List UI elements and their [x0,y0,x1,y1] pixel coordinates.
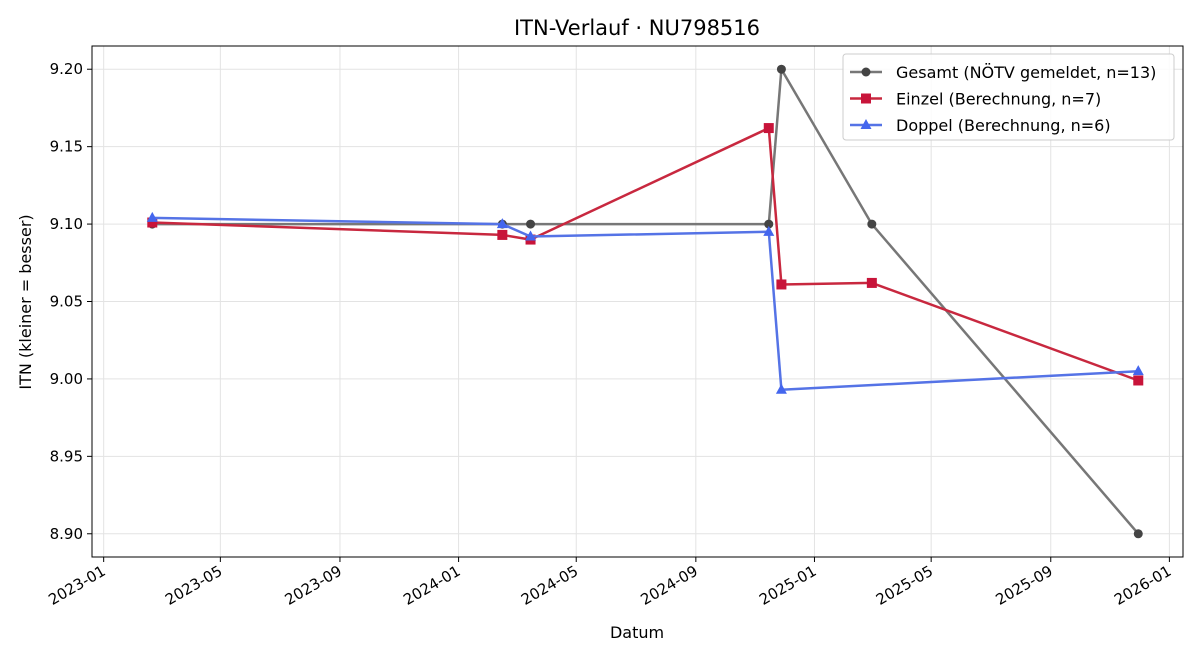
y-tick-label: 8.90 [50,525,83,543]
data-point [147,217,158,228]
legend-label: Gesamt (NÖTV gemeldet, n=13) [896,63,1156,82]
x-tick-label: 2024-09 [638,562,701,609]
y-tick-label: 9.00 [50,370,83,388]
data-point [867,219,877,229]
y-tick-label: 9.10 [50,215,83,233]
y-tick-label: 8.95 [50,447,83,465]
y-tick-label: 9.15 [50,138,83,156]
series-layer [146,64,1144,539]
series-line [152,216,1139,392]
data-point [776,64,786,74]
x-tick-label: 2023-05 [162,562,225,609]
legend-item: Doppel (Berechnung, n=6) [850,116,1111,135]
data-point [763,123,774,134]
data-point [775,383,787,394]
data-point [146,211,158,222]
x-tick-label: 2024-05 [518,562,581,609]
y-tick-label: 9.05 [50,293,83,311]
legend-marker [861,93,871,104]
x-tick-label: 2026-01 [1111,562,1174,609]
data-point [776,279,787,290]
series-line [152,126,1139,382]
axis-ticks: 2023-01 2023-05 2023-09 2024-01 2024-05 2024-… [45,60,1174,609]
data-point [497,229,508,240]
legend-item: Gesamt (NÖTV gemeldet, n=13) [850,63,1156,82]
data-point [525,230,537,241]
legend-label: Doppel (Berechnung, n=6) [896,116,1111,135]
data-point [764,219,774,229]
y-axis-label: ITN (kleiner = besser) [16,214,35,389]
x-axis-label: Datum [610,623,664,642]
data-point [526,219,536,229]
legend-box [842,53,1175,141]
legend-item: Einzel (Berechnung, n=7) [850,90,1101,109]
data-point [1133,529,1143,539]
data-point [866,277,877,288]
series-einzel [147,123,1144,386]
x-tick-label: 2023-01 [45,562,108,609]
data-point [1132,365,1144,376]
legend-marker [861,67,871,77]
data-point [496,218,508,229]
data-point [1133,375,1144,386]
legend-label: Einzel (Berechnung, n=7) [896,90,1101,109]
legend-marker [860,119,872,129]
chart-title: ITN-Verlauf · NU798516 [514,16,760,40]
series-doppel [146,211,1144,394]
x-tick-label: 2025-01 [756,562,819,609]
data-point [763,225,775,236]
x-tick-label: 2025-05 [873,562,936,609]
y-tick-label: 9.20 [50,60,83,78]
legend: Gesamt (NÖTV gemeldet, n=13) Einzel (Bere… [842,53,1175,141]
x-tick-label: 2023-09 [282,562,345,609]
x-tick-label: 2025-09 [992,562,1055,609]
x-tick-label: 2024-01 [400,562,463,609]
